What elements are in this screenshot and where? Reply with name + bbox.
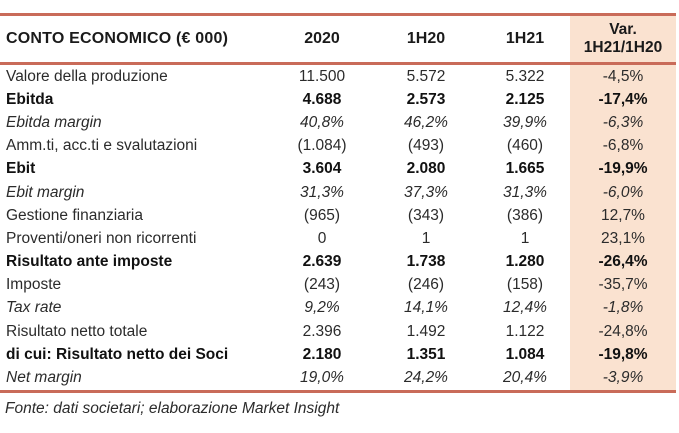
value-1h21: 1 <box>520 229 530 247</box>
table-row: Ebitda margin 40,8% 46,2% 39,9% -6,3% <box>0 111 676 135</box>
row-label: Ebitda <box>6 90 54 108</box>
value-1h21: 20,4% <box>503 369 547 387</box>
value-var: -17,4% <box>570 88 676 112</box>
table-row: Proventi/oneri non ricorrenti 0 1 1 23,1… <box>0 227 676 251</box>
value-1h21: 1.122 <box>505 322 545 340</box>
value-2020: 11.500 <box>298 67 346 85</box>
col-header-var-line2: 1H21/1H20 <box>583 39 663 56</box>
row-label: Ebit <box>6 160 36 178</box>
value-1h21: 12,4% <box>503 299 547 317</box>
value-var: -26,4% <box>570 250 676 274</box>
value-1h20: 2.080 <box>406 160 446 178</box>
col-header-1h20: 1H20 <box>372 14 480 65</box>
value-var: -19,8% <box>570 343 676 367</box>
table-row: Risultato ante imposte 2.639 1.738 1.280… <box>0 250 676 274</box>
value-2020: 4.688 <box>302 90 342 108</box>
table-row: Ebit 3.604 2.080 1.665 -19,9% <box>0 157 676 181</box>
col-header-var-line1: Var. <box>609 20 637 38</box>
value-2020: 2.180 <box>302 345 342 363</box>
value-var: -6,3% <box>570 111 676 135</box>
value-1h20: 24,2% <box>404 369 448 387</box>
value-1h20: 1.492 <box>406 322 446 340</box>
value-1h20: 1.351 <box>406 345 446 363</box>
value-2020: (965) <box>303 206 341 224</box>
value-2020: 0 <box>317 229 327 247</box>
table-row: Imposte (243) (246) (158) -35,7% <box>0 273 676 297</box>
value-1h21: 5.322 <box>505 67 545 85</box>
value-1h21: 1.665 <box>505 160 545 178</box>
value-1h21: (460) <box>506 137 544 155</box>
value-1h20: 2.573 <box>406 90 446 108</box>
row-label: Risultato ante imposte <box>6 253 173 271</box>
value-1h20: 1.738 <box>406 253 446 271</box>
value-2020: 9,2% <box>304 299 340 317</box>
row-label: Proventi/oneri non ricorrenti <box>6 229 197 247</box>
value-2020: 2.396 <box>302 322 342 340</box>
row-label: Risultato netto totale <box>6 322 148 340</box>
value-var: -19,9% <box>570 157 676 181</box>
value-2020: 2.639 <box>302 253 342 271</box>
value-var: 12,7% <box>570 204 676 228</box>
value-1h20: 1 <box>421 229 431 247</box>
col-header-2020: 2020 <box>272 14 372 65</box>
value-1h20: 46,2% <box>404 113 448 131</box>
value-var: -1,8% <box>570 296 676 321</box>
value-var: -3,9% <box>570 366 676 392</box>
value-2020: 19,0% <box>300 369 344 387</box>
table-row: di cui: Risultato netto dei Soci 2.180 1… <box>0 343 676 367</box>
value-1h20: 5.572 <box>406 67 446 85</box>
table-row: Ebitda 4.688 2.573 2.125 -17,4% <box>0 88 676 112</box>
value-1h21: 1.280 <box>505 253 545 271</box>
income-statement-table: CONTO ECONOMICO (€ 000) 2020 1H20 1H21 V… <box>0 13 676 393</box>
row-label: Net margin <box>6 369 82 387</box>
value-var: 23,1% <box>570 227 676 251</box>
value-2020: 31,3% <box>300 183 344 201</box>
row-label: Valore della produzione <box>6 67 168 85</box>
value-2020: (243) <box>303 276 341 294</box>
value-var: -35,7% <box>570 273 676 297</box>
row-label: Amm.ti, acc.ti e svalutazioni <box>6 137 198 155</box>
source-note: Fonte: dati societari; elaborazione Mark… <box>5 399 340 417</box>
value-1h21: 1.084 <box>505 345 545 363</box>
value-1h20: (246) <box>407 276 445 294</box>
row-label: Imposte <box>6 276 62 294</box>
value-var: -6,0% <box>570 180 676 205</box>
value-1h20: 14,1% <box>404 299 448 317</box>
value-1h20: (343) <box>407 206 445 224</box>
table-row: Risultato netto totale 2.396 1.492 1.122… <box>0 320 676 344</box>
table-row: Net margin 19,0% 24,2% 20,4% -3,9% <box>0 366 676 392</box>
value-var: -4,5% <box>570 63 676 89</box>
value-1h21: (158) <box>506 276 544 294</box>
value-1h21: 2.125 <box>505 90 545 108</box>
row-label: Gestione finanziaria <box>6 206 143 224</box>
table-row: Amm.ti, acc.ti e svalutazioni (1.084) (4… <box>0 134 676 158</box>
value-2020: 40,8% <box>300 113 344 131</box>
value-1h20: 37,3% <box>404 183 448 201</box>
row-label: Ebit margin <box>6 183 85 201</box>
value-2020: 3.604 <box>302 160 342 178</box>
row-label: Ebitda margin <box>6 113 102 131</box>
table-row: Gestione finanziaria (965) (343) (386) 1… <box>0 204 676 228</box>
table-body: Valore della produzione 11.500 5.572 5.3… <box>0 63 676 392</box>
table-row: Valore della produzione 11.500 5.572 5.3… <box>0 63 676 89</box>
value-1h21: 39,9% <box>503 113 547 131</box>
table-row: Tax rate 9,2% 14,1% 12,4% -1,8% <box>0 296 676 321</box>
col-header-1h21: 1H21 <box>480 14 570 65</box>
table-header-row: CONTO ECONOMICO (€ 000) 2020 1H20 1H21 V… <box>0 14 676 65</box>
col-header-conto-economico: CONTO ECONOMICO (€ 000) <box>0 14 272 65</box>
value-var: -24,8% <box>570 320 676 344</box>
value-2020: (1.084) <box>297 137 347 155</box>
row-label: Tax rate <box>6 299 62 317</box>
value-1h21: 31,3% <box>503 183 547 201</box>
value-var: -6,8% <box>570 134 676 158</box>
value-1h21: (386) <box>506 206 544 224</box>
table-row: Ebit margin 31,3% 37,3% 31,3% -6,0% <box>0 180 676 205</box>
value-1h20: (493) <box>407 137 445 155</box>
col-header-var: Var. 1H21/1H20 <box>570 14 676 65</box>
row-label: di cui: Risultato netto dei Soci <box>6 345 229 363</box>
